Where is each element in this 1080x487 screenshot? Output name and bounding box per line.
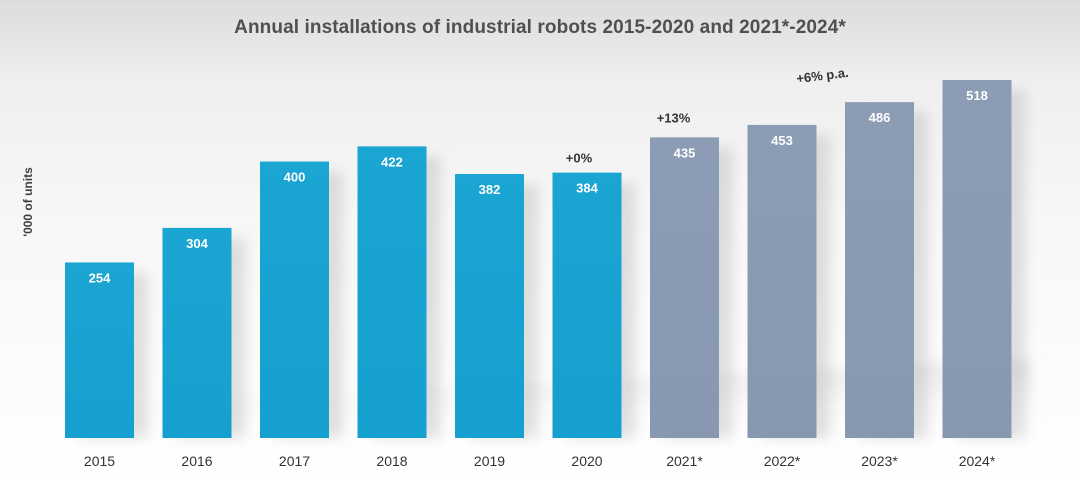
- x-tick-label: 2016: [181, 453, 212, 469]
- bar-actual: [162, 227, 232, 438]
- value-label: 435: [674, 145, 696, 160]
- value-label: 254: [89, 270, 111, 285]
- growth-annotation: +0%: [566, 151, 593, 166]
- bar-forecast: [845, 102, 914, 438]
- growth-annotation: +6% p.a.: [796, 65, 850, 86]
- x-tick-label: 2024*: [959, 453, 996, 469]
- x-tick-label: 2017: [279, 453, 310, 469]
- bar-actual: [455, 173, 524, 438]
- x-tick-label: 2022*: [764, 453, 801, 469]
- value-label: 304: [186, 236, 208, 251]
- x-tick-label: 2018: [376, 453, 407, 469]
- bar-actual: [357, 146, 427, 439]
- value-label: 486: [869, 110, 891, 125]
- chart-title: Annual installations of industrial robot…: [234, 17, 846, 38]
- value-label: 518: [966, 88, 988, 103]
- bar-actual: [260, 161, 329, 438]
- value-label: 384: [576, 181, 598, 196]
- x-tick-label: 2015: [84, 453, 115, 469]
- value-label: 400: [284, 170, 306, 185]
- x-tick-label: 2021*: [666, 453, 703, 469]
- bar-forecast: [747, 124, 817, 438]
- value-label: 422: [381, 154, 403, 169]
- value-label: 453: [771, 133, 793, 148]
- x-tick-label: 2020: [571, 453, 602, 469]
- value-label: 382: [479, 182, 501, 197]
- bar-actual: [552, 172, 622, 438]
- bar-actual: [65, 262, 134, 438]
- x-tick-label: 2019: [474, 453, 505, 469]
- growth-annotation: +13%: [657, 110, 691, 125]
- x-tick-label: 2023*: [861, 453, 898, 469]
- bar-forecast: [942, 80, 1012, 438]
- bar-forecast: [650, 137, 719, 439]
